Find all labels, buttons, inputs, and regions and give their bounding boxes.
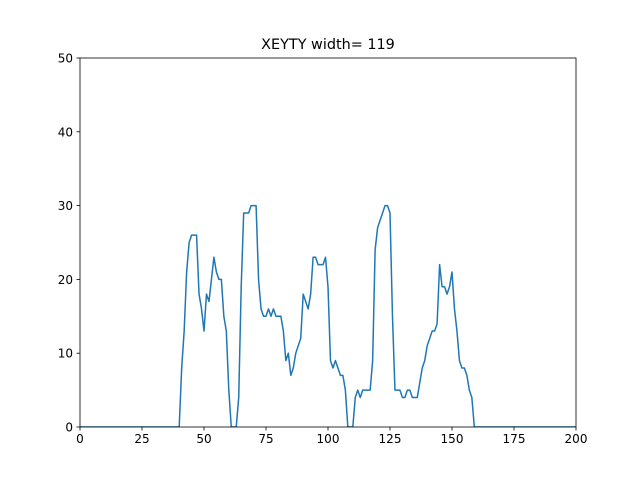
y-tick-label: 30 <box>58 199 73 213</box>
x-tick-label: 100 <box>317 432 340 446</box>
axes: 0 25 50 75 100 125 150 175 200 0 10 20 30 40 50 <box>58 52 588 447</box>
x-tick-label: 50 <box>196 432 211 446</box>
plot-area <box>80 204 576 427</box>
chart-title: XEYTY width= 119 <box>261 37 395 53</box>
y-tick-label: 10 <box>58 347 73 361</box>
x-tick-label: 25 <box>134 432 149 446</box>
y-tick-label: 0 <box>65 421 73 435</box>
x-tick-label: 125 <box>379 432 402 446</box>
x-tick-label: 175 <box>503 432 526 446</box>
y-tick-label: 20 <box>58 273 73 287</box>
series-line-0 <box>80 204 576 427</box>
x-tick-label: 0 <box>76 432 84 446</box>
x-tick-label: 75 <box>258 432 273 446</box>
y-tick-label: 40 <box>58 125 73 139</box>
x-tick-label: 200 <box>565 432 588 446</box>
x-tick-label: 150 <box>441 432 464 446</box>
y-tick-label: 50 <box>58 52 73 66</box>
